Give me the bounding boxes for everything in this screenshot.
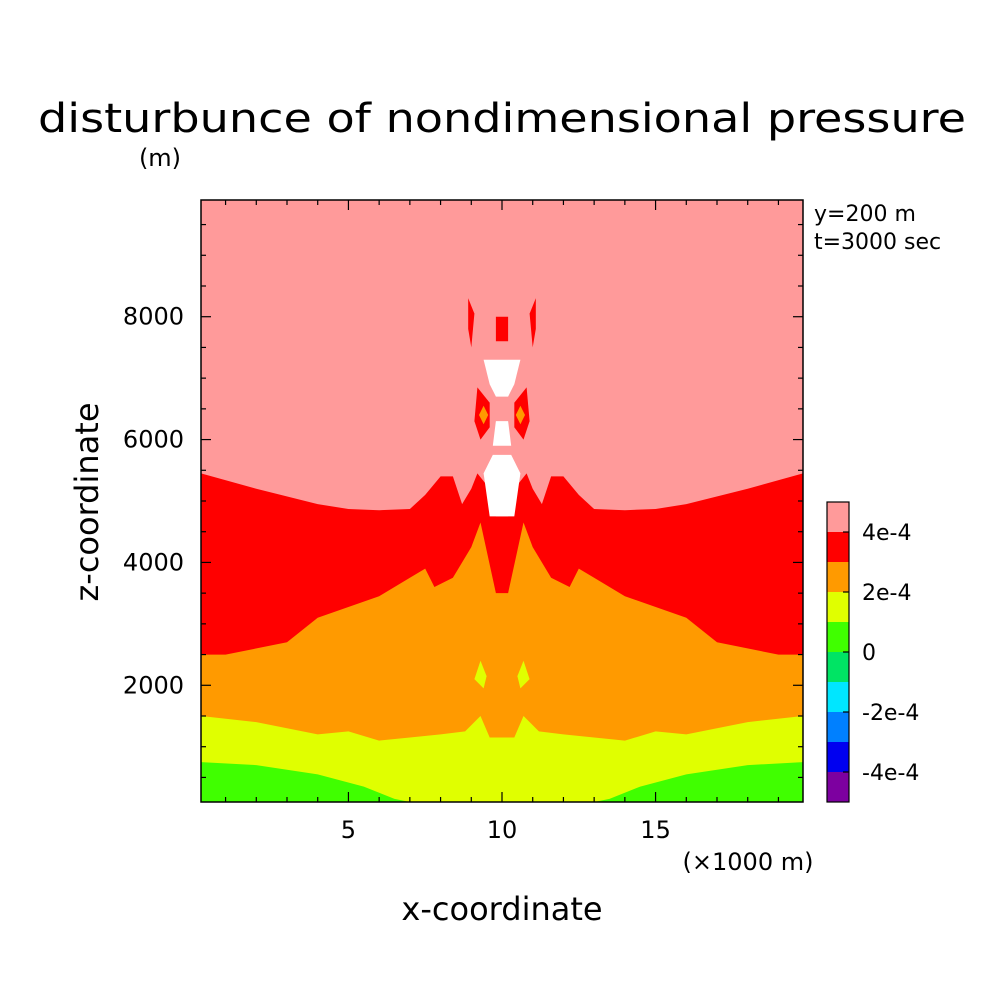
colorbar-tick-label: 4e-4 [862,521,911,546]
orange-spot-right [515,405,525,425]
colorbar-tick-label: 2e-4 [862,581,911,606]
colorbar-swatch [827,712,849,742]
axis-tick-labels: 5 10 15 2000 4000 6000 8000 [123,303,671,844]
chart-title: disturbunce of nondimensional pressure [38,96,966,142]
x-tick-label: 10 [487,816,518,844]
x-axis-label: x-coordinate [401,890,602,928]
contour-fills [201,200,803,802]
yellow-blob-right [517,660,530,689]
x-unit-label: (×1000 m) [683,848,814,876]
white-blob [492,421,512,446]
x-tick-label: 15 [640,816,671,844]
contour-features [468,298,536,689]
colorbar-legend: 4e-4 2e-4 0 -2e-4 -4e-4 [826,501,919,803]
colorbar-swatch [827,562,849,592]
y-tick-label: 6000 [123,426,184,454]
band-0.0002 [201,522,803,802]
colorbar-tick-label: -4e-4 [862,761,919,786]
y-axis-label: z-coordinate [68,402,106,601]
y-tick-label: 2000 [123,671,184,699]
y-tick-label: 4000 [123,548,184,576]
red-sliver-right [529,298,536,348]
colorbar-swatch [827,532,849,562]
colorbar-swatch [827,742,849,772]
band-0 [201,762,803,802]
y-unit-label: (m) [139,144,181,172]
red-sliver-left [468,298,475,348]
annotation-t: t=3000 sec [814,230,941,255]
white-band [483,454,521,517]
colorbar-tick-label: -2e-4 [862,701,919,726]
colorbar-swatch [827,592,849,622]
red-core-top [495,316,509,342]
colorbar-swatch [827,652,849,682]
axis-ticks [201,200,803,802]
band-0.0001 [201,716,803,802]
colorbar-swatch [827,622,849,652]
white-crescent [483,359,521,397]
colorbar-swatch [827,502,849,532]
colorbar-tick-label: 0 [862,641,876,666]
orange-spot-left [479,405,489,425]
x-tick-label: 5 [341,816,356,844]
yellow-blob-left [474,660,487,689]
colorbar-swatch [827,682,849,712]
colorbar-swatch [827,772,849,802]
y-tick-label: 8000 [123,303,184,331]
annotation-y: y=200 m [814,202,916,227]
